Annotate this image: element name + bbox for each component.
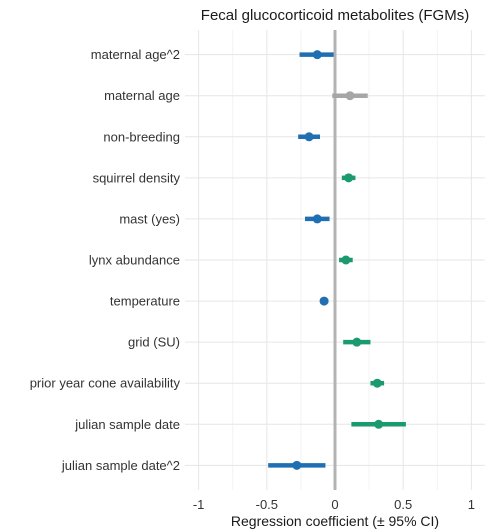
x-tick-label: 0.5	[394, 497, 412, 512]
point-estimate	[352, 337, 362, 347]
point-estimate	[319, 296, 329, 306]
x-tick-label: -1	[193, 497, 205, 512]
y-tick-label: julian sample date^2	[61, 458, 180, 473]
point-estimate	[345, 91, 355, 101]
y-tick-label: prior year cone availability	[30, 376, 181, 391]
term-labels: maternal age^2 maternal age non-breeding sq…	[30, 47, 181, 473]
point-estimate	[372, 378, 382, 388]
x-tick-labels: -1 -0.5 0 0.5 1	[193, 497, 475, 512]
y-tick-label: grid (SU)	[128, 335, 180, 350]
point-estimate	[374, 419, 384, 429]
x-tick-label: -0.5	[256, 497, 278, 512]
point-estimate	[344, 173, 354, 183]
point-estimate	[341, 255, 351, 265]
x-axis-title: Regression coefficient (± 95% CI)	[231, 513, 439, 529]
y-tick-label: lynx abundance	[89, 253, 180, 268]
point-estimate	[312, 214, 322, 224]
y-tick-label: mast (yes)	[119, 211, 180, 226]
y-tick-label: non-breeding	[103, 129, 180, 144]
point-estimate	[304, 132, 314, 142]
point-estimate	[312, 50, 322, 60]
y-tick-label: squirrel density	[93, 170, 181, 185]
point-estimate	[292, 460, 302, 470]
y-tick-label: maternal age^2	[91, 47, 180, 62]
y-tick-label: temperature	[110, 294, 180, 309]
y-tick-label: julian sample date	[74, 417, 180, 432]
x-tick-label: 0	[331, 497, 338, 512]
y-tick-label: maternal age	[104, 88, 180, 103]
chart-title: Fecal glucocorticoid metabolites (FGMs)	[201, 7, 469, 24]
estimate-marks	[268, 50, 406, 470]
x-tick-label: 1	[468, 497, 475, 512]
